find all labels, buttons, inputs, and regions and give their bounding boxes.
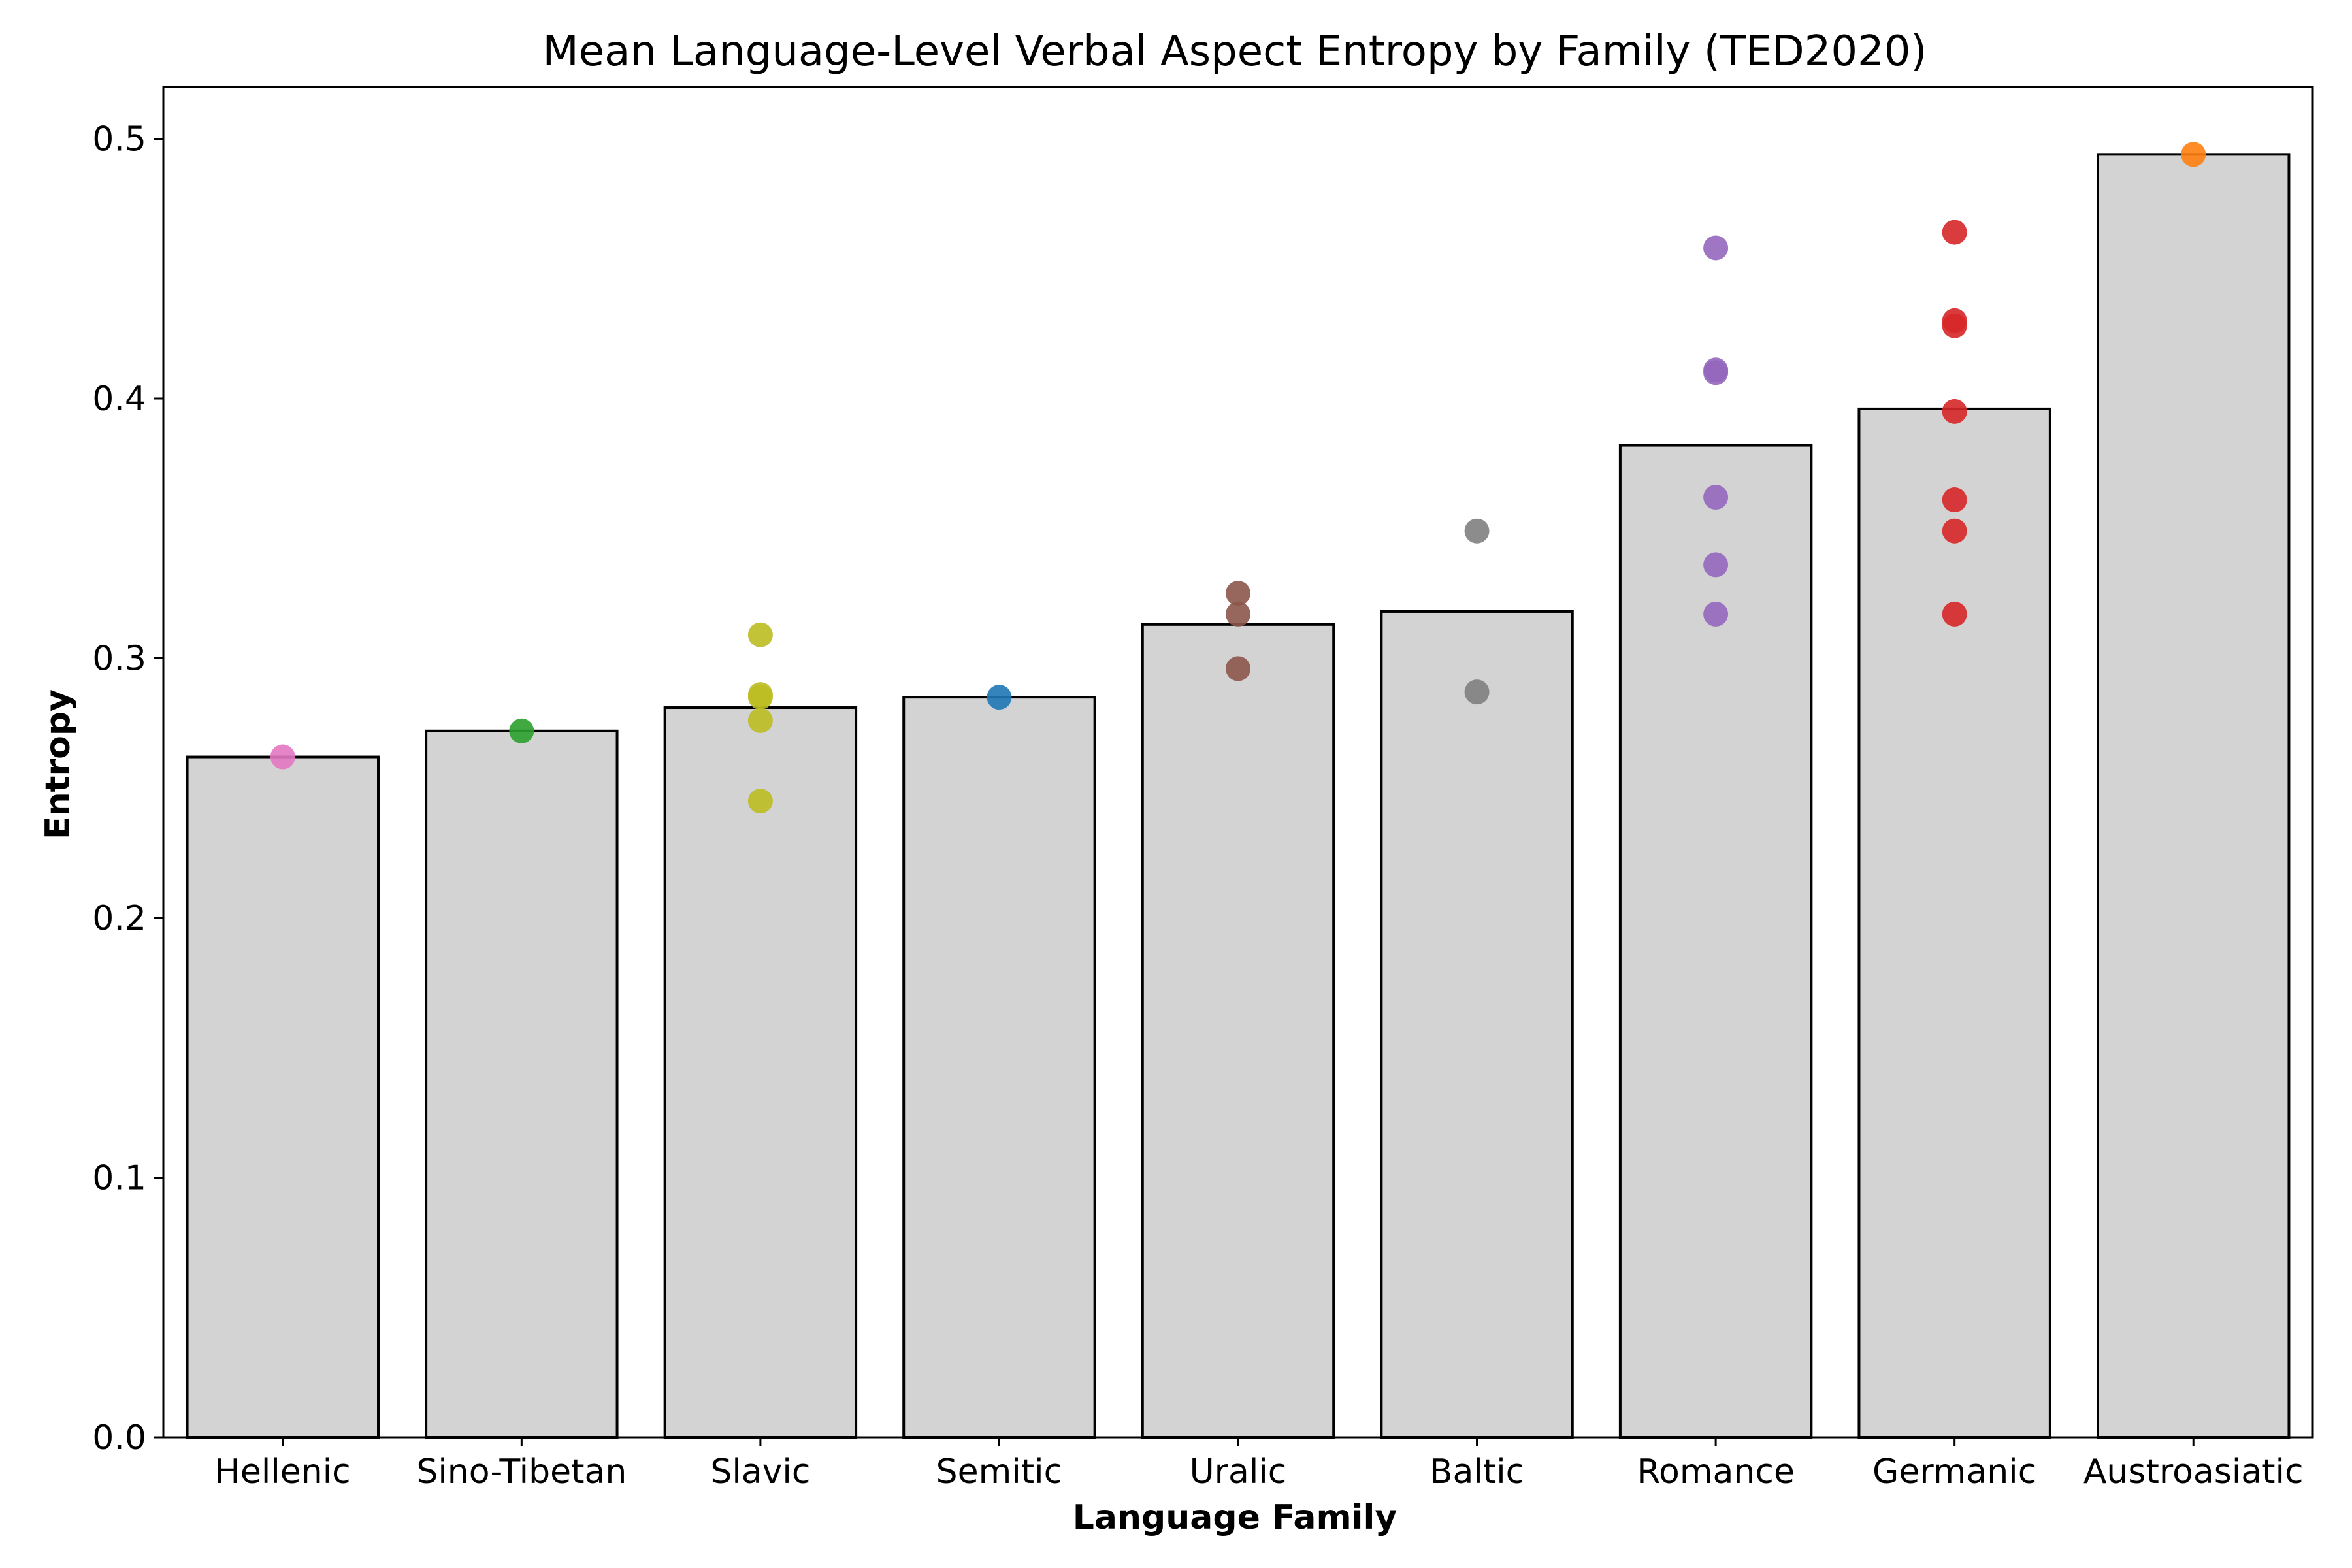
point-semitic-1 xyxy=(987,685,1012,710)
point-slavic-5 xyxy=(747,789,773,814)
point-slavic-1 xyxy=(747,622,773,647)
y-tick-label: 0.2 xyxy=(92,899,146,938)
point-baltic-1 xyxy=(1464,518,1490,544)
x-tick-label: Romance xyxy=(1637,1452,1795,1492)
point-romance-1 xyxy=(1703,235,1729,261)
point-sino-tibetan-1 xyxy=(509,718,534,743)
point-baltic-2 xyxy=(1464,679,1490,705)
points-layer xyxy=(270,142,2206,814)
point-germanic-7 xyxy=(1942,601,1967,627)
point-romance-5 xyxy=(1703,552,1729,578)
x-tick-label: Germanic xyxy=(1872,1452,2036,1492)
point-romance-3 xyxy=(1703,360,1729,385)
bar-hellenic xyxy=(186,755,380,1439)
bar-romance xyxy=(1618,444,1813,1439)
point-slavic-3 xyxy=(747,685,773,710)
point-germanic-4 xyxy=(1942,399,1967,424)
y-axis-label: Entropy xyxy=(39,689,78,840)
x-tick-label: Semitic xyxy=(936,1452,1063,1492)
x-tick-label: Hellenic xyxy=(215,1452,351,1492)
chart-title: Mean Language-Level Verbal Aspect Entrop… xyxy=(543,27,1927,76)
y-axis: 0.0 0.1 0.2 0.3 0.4 0.5 xyxy=(92,120,163,1458)
point-slavic-4 xyxy=(747,708,773,733)
x-axis-label: Language Family xyxy=(1073,1498,1397,1537)
point-uralic-1 xyxy=(1226,581,1250,606)
point-romance-6 xyxy=(1703,601,1729,627)
y-tick-label: 0.4 xyxy=(92,380,146,419)
x-tick-label: Austroasiatic xyxy=(2083,1452,2304,1492)
point-germanic-6 xyxy=(1942,518,1967,544)
point-romance-4 xyxy=(1703,485,1729,510)
y-tick-label: 0.1 xyxy=(92,1159,146,1198)
point-hellenic-1 xyxy=(270,744,295,770)
bar-semitic xyxy=(902,696,1096,1439)
point-germanic-1 xyxy=(1942,220,1967,245)
point-germanic-3 xyxy=(1942,313,1967,338)
bar-uralic xyxy=(1141,623,1335,1439)
x-tick-label: Slavic xyxy=(710,1452,810,1492)
x-tick-label: Baltic xyxy=(1429,1452,1524,1492)
x-tick-label: Sino-Tibetan xyxy=(416,1452,627,1492)
point-uralic-3 xyxy=(1226,656,1250,681)
bar-sino-tibetan xyxy=(425,729,619,1439)
bar-austroasiatic xyxy=(2097,153,2291,1439)
x-tick-label: Uralic xyxy=(1190,1452,1287,1492)
x-axis: Hellenic Sino-Tibetan Slavic Semitic Uralic B… xyxy=(215,1437,2304,1492)
bar-slavic xyxy=(663,706,858,1439)
point-austroasiatic-1 xyxy=(2181,142,2206,167)
point-uralic-2 xyxy=(1226,601,1250,627)
bars-layer xyxy=(186,153,2291,1439)
point-germanic-5 xyxy=(1942,487,1967,513)
bar-germanic xyxy=(1857,407,2051,1439)
y-tick-label: 0.0 xyxy=(92,1418,146,1458)
y-tick-label: 0.5 xyxy=(92,120,146,159)
bar-baltic xyxy=(1380,610,1574,1439)
y-tick-label: 0.3 xyxy=(92,640,146,679)
